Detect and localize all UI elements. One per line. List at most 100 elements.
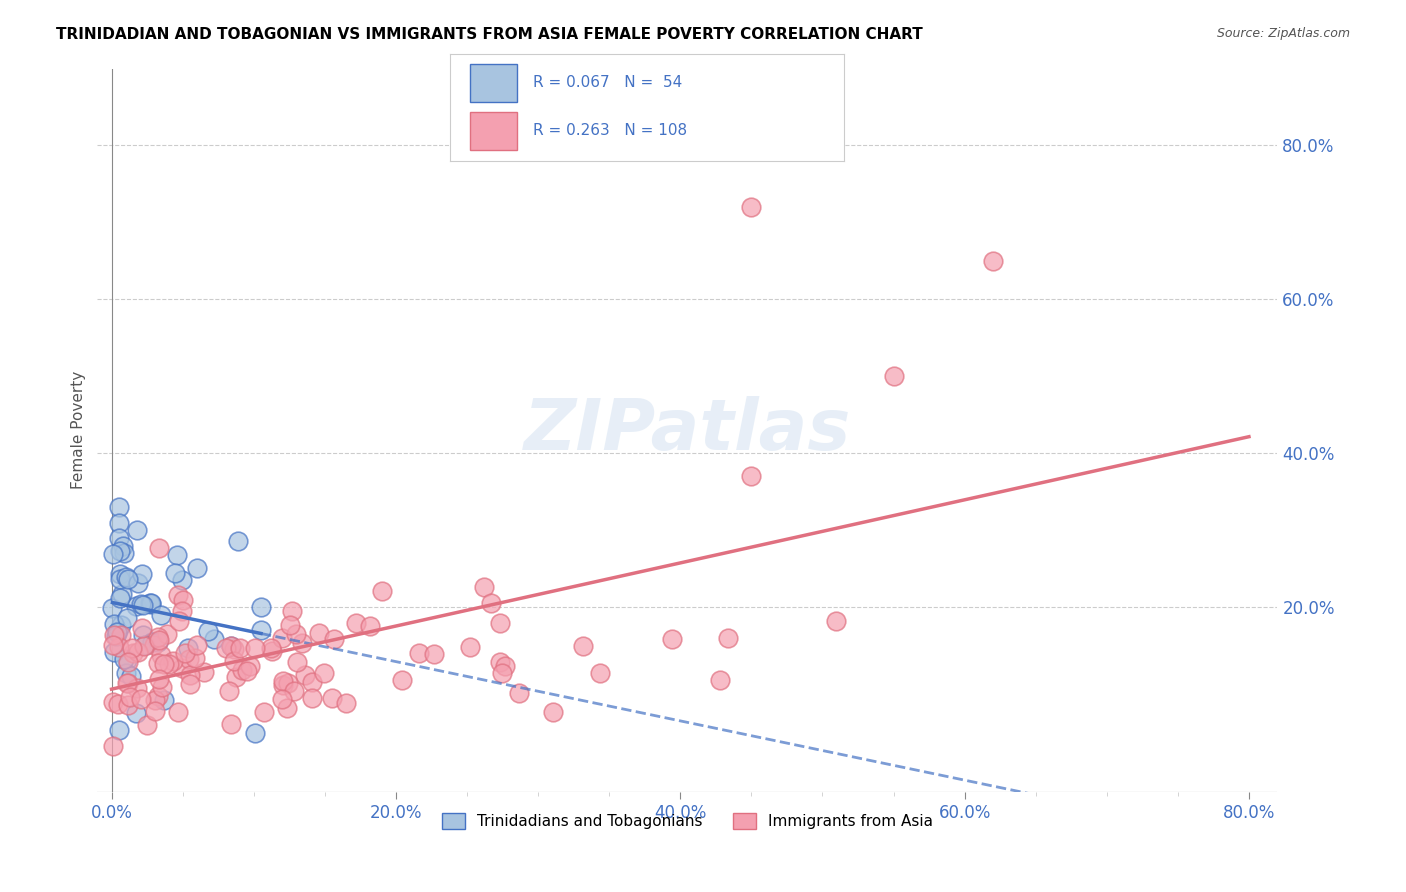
Point: [280, 618, 302, 632]
Point: [228, 534, 250, 549]
Point: [219, 640, 242, 654]
Point: [271, 678, 294, 692]
Point: [139, 597, 162, 611]
Point: [135, 717, 157, 731]
Point: [177, 652, 200, 666]
Point: [197, 624, 219, 638]
Point: [125, 599, 148, 613]
Bar: [470, 112, 517, 150]
Point: [287, 656, 309, 670]
Point: [172, 592, 194, 607]
Point: [125, 681, 148, 695]
Point: [589, 666, 612, 681]
Point: [260, 643, 283, 657]
Point: [167, 615, 190, 629]
Point: [101, 695, 124, 709]
Point: [131, 692, 153, 706]
Point: [103, 628, 125, 642]
Point: [122, 646, 145, 660]
Point: [108, 572, 131, 586]
Point: [494, 659, 516, 673]
Point: [125, 706, 148, 720]
Point: [243, 641, 266, 656]
Point: [107, 697, 129, 711]
Point: [120, 669, 142, 683]
Point: [107, 516, 129, 530]
Point: [260, 641, 283, 656]
Point: [101, 547, 124, 561]
Point: [111, 539, 134, 553]
Point: [186, 638, 208, 652]
Point: [117, 655, 139, 669]
Point: [143, 704, 166, 718]
Point: [112, 546, 135, 560]
Point: [371, 584, 394, 599]
Point: [202, 632, 225, 647]
Point: [184, 651, 207, 665]
Text: R = 0.067   N =  54: R = 0.067 N = 54: [533, 75, 682, 90]
Point: [117, 698, 139, 712]
Point: [148, 689, 170, 703]
Point: [115, 569, 138, 583]
Point: [458, 640, 481, 655]
Point: [253, 705, 276, 719]
Point: [322, 632, 344, 646]
Point: [111, 587, 134, 601]
Point: [709, 673, 731, 687]
Point: [110, 618, 132, 632]
Point: [165, 566, 187, 581]
Point: [115, 653, 138, 667]
Point: [107, 531, 129, 545]
Point: [740, 469, 762, 483]
Point: [283, 684, 305, 698]
Point: [166, 548, 188, 562]
Point: [250, 623, 273, 637]
Point: [541, 705, 564, 719]
Point: [271, 631, 294, 645]
Point: [141, 596, 163, 610]
Point: [107, 624, 129, 638]
Point: [218, 683, 240, 698]
Point: [170, 573, 193, 587]
Point: [103, 645, 125, 659]
Point: [121, 641, 143, 656]
Point: [335, 696, 357, 710]
Point: [132, 627, 155, 641]
Point: [359, 618, 381, 632]
Point: [153, 657, 176, 672]
Point: [170, 661, 193, 675]
Point: [488, 616, 510, 631]
Point: [740, 200, 762, 214]
Point: [488, 655, 510, 669]
Point: [146, 656, 169, 670]
Point: [152, 680, 174, 694]
Point: [179, 677, 201, 691]
Point: [219, 716, 242, 731]
Point: [179, 668, 201, 682]
Point: [127, 576, 149, 591]
Point: [148, 633, 170, 648]
Point: [115, 676, 138, 690]
Text: Source: ZipAtlas.com: Source: ZipAtlas.com: [1216, 27, 1350, 40]
Point: [491, 666, 513, 681]
Point: [101, 600, 124, 615]
Point: [115, 610, 138, 624]
Text: TRINIDADIAN AND TOBAGONIAN VS IMMIGRANTS FROM ASIA FEMALE POVERTY CORRELATION CH: TRINIDADIAN AND TOBAGONIAN VS IMMIGRANTS…: [56, 27, 922, 42]
Point: [245, 726, 267, 740]
Point: [291, 636, 314, 650]
Point: [101, 739, 124, 753]
Point: [101, 638, 124, 652]
Point: [479, 596, 502, 610]
Point: [166, 588, 188, 602]
Point: [301, 691, 323, 706]
Point: [277, 676, 299, 690]
Point: [105, 625, 128, 640]
Y-axis label: Female Poverty: Female Poverty: [72, 371, 86, 490]
Point: [423, 647, 446, 661]
Point: [344, 615, 367, 630]
Point: [148, 541, 170, 555]
Text: ZIPatlas: ZIPatlas: [523, 396, 851, 465]
Point: [219, 640, 242, 654]
Point: [280, 603, 302, 617]
Point: [177, 641, 200, 656]
